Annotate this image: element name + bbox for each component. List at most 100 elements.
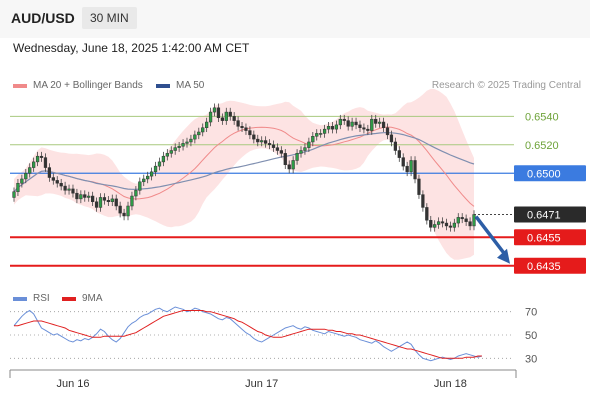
candle-body-29 — [126, 205, 130, 217]
candle-body-7 — [39, 155, 44, 158]
candle-body-78 — [319, 133, 323, 135]
forecast-arrow-head — [497, 248, 510, 264]
candle-body-97 — [393, 141, 397, 151]
candle-body-105 — [425, 207, 429, 221]
candle-body-8 — [43, 157, 48, 168]
candle-body-50 — [208, 111, 213, 123]
candle-body-46 — [193, 134, 197, 140]
datetime-label: Wednesday, June 18, 2025 1:42:00 AM CET — [13, 41, 250, 55]
candle-body-102 — [413, 160, 417, 180]
candle-body-93 — [378, 121, 382, 124]
legend-rsi-swatch — [13, 296, 27, 301]
legend-ma20-swatch — [13, 83, 27, 88]
candle-body-48 — [201, 127, 205, 133]
legend-ma20-label: MA 20 + Bollinger Bands — [33, 80, 143, 91]
rsi-series-rsi — [13, 306, 483, 362]
candle-body-111 — [448, 225, 453, 228]
timeframe-badge[interactable]: 30 MIN — [82, 7, 137, 29]
candle-body-68 — [279, 150, 283, 154]
candle-body-69 — [283, 153, 287, 165]
legend-ma20: MA 20 + Bollinger Bands — [13, 80, 143, 91]
candle-body-79 — [322, 128, 327, 134]
candle-body-74 — [303, 147, 307, 151]
legend-9ma-swatch — [62, 296, 76, 301]
candle-body-0 — [12, 191, 16, 198]
candle-body-117 — [472, 214, 476, 227]
candle-body-73 — [299, 150, 303, 154]
candle-body-17 — [79, 194, 83, 200]
candle-body-104 — [421, 194, 425, 208]
candle-body-99 — [401, 157, 405, 167]
candle-body-25 — [110, 198, 114, 202]
candle-body-24 — [106, 200, 110, 202]
candle-body-37 — [157, 161, 162, 167]
candle-body-33 — [142, 178, 146, 183]
candle-body-15 — [71, 188, 75, 194]
candle-body-49 — [205, 121, 209, 128]
candle-body-16 — [75, 192, 79, 200]
candle-body-12 — [59, 182, 63, 187]
candle-body-28 — [122, 212, 126, 217]
candle-body-62 — [256, 138, 260, 143]
candle-body-114 — [460, 217, 464, 220]
candle-body-42 — [177, 145, 181, 148]
legend-ma50: MA 50 — [156, 80, 204, 91]
rsi-tick-1: 50 — [525, 330, 537, 342]
candle-body-18 — [83, 194, 87, 198]
candle-body-31 — [134, 190, 138, 197]
candle-body-112 — [452, 222, 456, 228]
bollinger-band-area — [14, 88, 474, 260]
candle-body-52 — [216, 107, 221, 119]
candle-body-54 — [224, 111, 228, 121]
candle-body-63 — [260, 140, 264, 143]
candle-body-101 — [409, 160, 413, 173]
candle-body-41 — [173, 147, 177, 151]
candle-body-19 — [87, 195, 91, 198]
candle-body-103 — [417, 178, 421, 195]
candle-body-84 — [342, 118, 346, 121]
legend-ma50-label: MA 50 — [176, 80, 205, 91]
level-label-0: 0.6540 — [525, 111, 559, 123]
candle-body-26 — [114, 198, 118, 207]
candle-body-11 — [55, 180, 59, 184]
candle-body-109 — [440, 221, 445, 224]
candle-body-3 — [24, 173, 28, 180]
candle-body-113 — [456, 217, 460, 224]
candle-body-89 — [362, 127, 366, 130]
candle-body-71 — [291, 160, 295, 170]
candle-body-47 — [197, 131, 201, 136]
candle-body-76 — [311, 136, 315, 143]
candle-body-94 — [381, 121, 386, 128]
candle-body-95 — [385, 127, 390, 136]
candle-body-70 — [287, 164, 291, 170]
candle-body-110 — [444, 222, 449, 227]
candle-body-96 — [389, 134, 394, 143]
candle-body-32 — [138, 181, 142, 191]
candle-body-77 — [315, 133, 319, 137]
candle-body-6 — [35, 155, 40, 163]
candle-body-92 — [374, 118, 378, 124]
candle-body-90 — [366, 128, 370, 131]
candle-body-108 — [436, 221, 441, 225]
header-bar: AUD/USD 30 MIN — [0, 0, 590, 38]
x-tick-label-0: Jun 16 — [56, 378, 89, 390]
candle-body-72 — [295, 153, 299, 161]
legend-ma50-swatch — [156, 83, 170, 88]
legend-9ma-label: 9MA — [82, 293, 103, 304]
candle-body-80 — [326, 126, 331, 130]
level-tag-3 — [514, 229, 586, 246]
forecast-arrow-shaft — [474, 215, 508, 257]
candle-body-98 — [397, 150, 401, 158]
candle-body-83 — [338, 118, 342, 126]
level-tag-4 — [514, 257, 586, 274]
candle-body-22 — [98, 197, 103, 208]
candle-body-75 — [307, 141, 311, 148]
candle-body-45 — [189, 138, 193, 143]
candle-body-13 — [63, 185, 67, 191]
level-label-2: 0.6500 — [527, 168, 561, 180]
x-tick-label-1: Jun 17 — [245, 378, 278, 390]
candle-body-61 — [252, 134, 256, 140]
candle-body-56 — [232, 116, 236, 121]
candle-body-51 — [212, 107, 217, 113]
candle-body-59 — [244, 127, 248, 131]
